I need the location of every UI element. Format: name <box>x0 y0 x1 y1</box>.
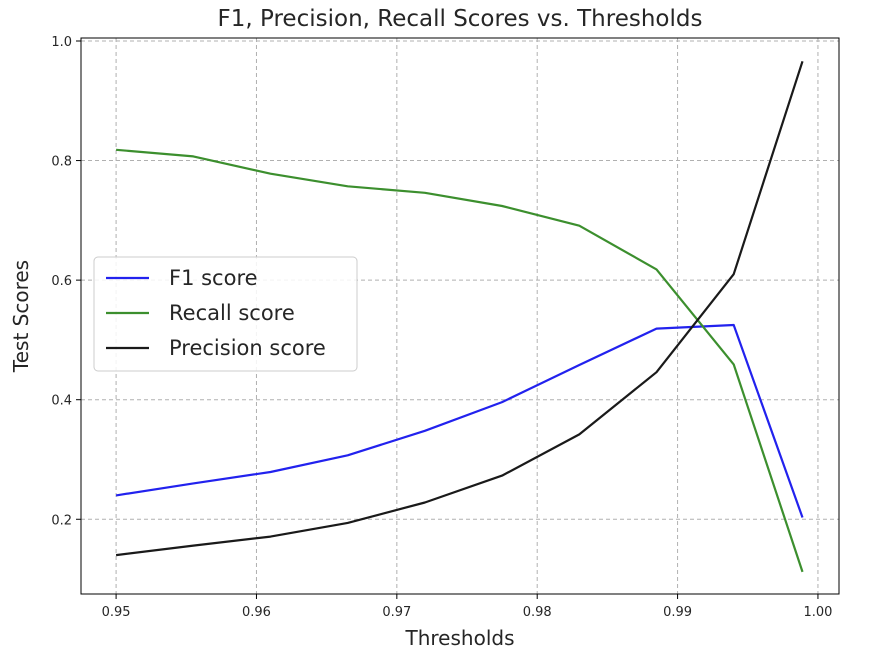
series-line-precision-score <box>115 60 804 557</box>
x-tick-label: 0.97 <box>382 605 411 620</box>
x-tick-label: 0.99 <box>663 605 692 620</box>
y-axis-ticks: 0.2 0.4 0.6 0.8 1.0 <box>51 35 81 528</box>
series-line-recall-score <box>116 148 804 573</box>
x-tick-label: 0.95 <box>102 605 131 620</box>
y-tick-label: 0.2 <box>51 513 72 528</box>
x-axis-label: Thresholds <box>405 626 515 650</box>
legend-box <box>93 256 358 372</box>
legend-label-f1-score: F1 score <box>169 266 258 290</box>
plot-frame <box>80 37 840 595</box>
legend-label-precision-score: Precision score <box>169 336 326 360</box>
series-group <box>115 60 804 573</box>
y-tick-label: 1.0 <box>51 35 72 50</box>
x-axis-ticks: 0.95 0.96 0.97 0.98 0.99 1.00 <box>102 594 832 620</box>
x-tick-label: 0.96 <box>242 605 271 620</box>
legend: F1 score Recall score Precision score <box>93 256 358 372</box>
y-tick-label: 0.8 <box>51 155 72 170</box>
legend-label-recall-score: Recall score <box>169 301 295 325</box>
y-axis-label: Test Scores <box>9 260 33 373</box>
y-tick-label: 0.6 <box>51 274 72 289</box>
x-tick-label: 1.00 <box>803 605 832 620</box>
chart-title: F1, Precision, Recall Scores vs. Thresho… <box>218 6 703 32</box>
x-tick-label: 0.98 <box>523 605 552 620</box>
series-line-f1-score <box>115 323 804 518</box>
y-tick-label: 0.4 <box>51 394 72 409</box>
